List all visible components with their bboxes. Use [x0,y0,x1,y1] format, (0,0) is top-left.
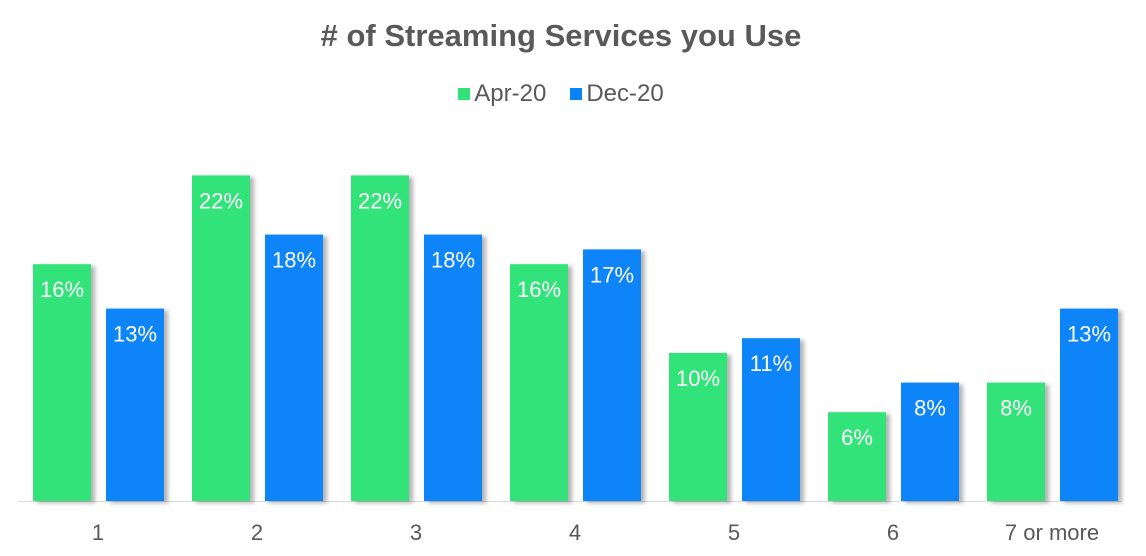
x-tick-label: 1 [92,520,104,545]
x-tick-label: 7 or more [1005,520,1099,545]
x-tick-label: 5 [728,520,740,545]
data-label-apr-20-7-or-more: 8% [1000,396,1032,421]
data-label-apr-20-5: 10% [676,366,720,391]
data-label-apr-20-4: 16% [517,277,561,302]
bar-dec-20-7-or-more [1060,308,1118,501]
bar-dec-20-3 [424,234,482,501]
data-label-dec-20-4: 17% [590,262,634,287]
bar-dec-20-5 [742,338,800,501]
bar-apr-20-2 [192,175,250,501]
bar-dec-20-2 [265,234,323,501]
bar-dec-20-1 [106,308,164,501]
legend-item-dec-20: Dec-20 [570,80,664,108]
data-label-apr-20-1: 16% [40,277,84,302]
bar-apr-20-1 [33,264,91,501]
x-tick-label: 3 [410,520,422,545]
data-label-dec-20-1: 13% [113,322,157,347]
data-label-dec-20-5: 11% [750,351,792,376]
bar-apr-20-7-or-more [987,382,1045,501]
legend-label-apr-20: Apr-20 [474,80,547,107]
bar-apr-20-5 [669,353,727,501]
legend: Apr-20 Dec-20 [0,80,1122,108]
bar-apr-20-6 [828,412,886,501]
bar-dec-20-6 [901,382,959,501]
bar-dec-20-4 [583,249,641,501]
bar-apr-20-4 [510,264,568,501]
x-tick-label: 6 [887,520,899,545]
data-label-apr-20-2: 22% [199,188,243,213]
legend-swatch-apr-20 [458,88,471,100]
data-label-dec-20-3: 18% [431,248,475,273]
bar-apr-20-3 [351,175,409,501]
chart-title: # of Streaming Services you Use [320,18,802,53]
legend-item-apr-20: Apr-20 [458,80,546,108]
data-label-dec-20-6: 8% [914,396,946,421]
data-label-dec-20-7-or-more: 13% [1067,322,1111,347]
data-label-apr-20-6: 6% [841,425,873,450]
x-tick-label: 4 [569,520,581,545]
data-label-dec-20-2: 18% [272,248,316,273]
x-tick-label: 2 [251,520,263,545]
legend-swatch-dec-20 [570,88,583,100]
legend-label-dec-20: Dec-20 [586,80,664,107]
data-label-apr-20-3: 22% [358,188,402,213]
